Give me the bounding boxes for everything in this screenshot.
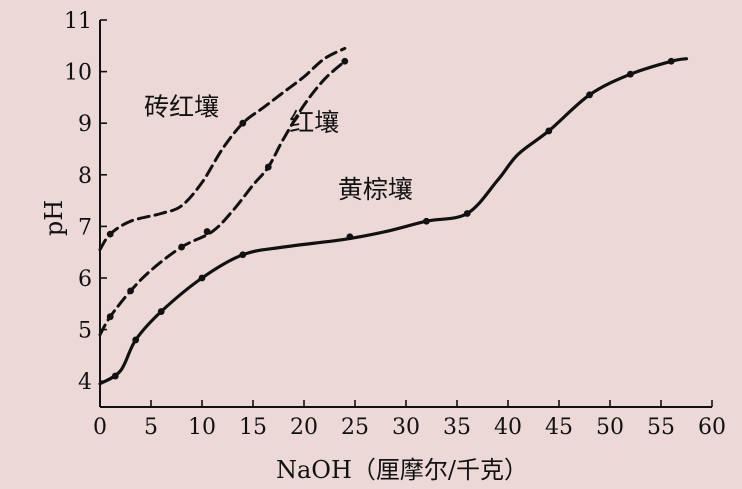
y-tick-label: 7 — [78, 215, 92, 240]
data-point — [239, 251, 247, 259]
data-point — [627, 70, 634, 78]
y-axis-title: pH — [40, 200, 68, 236]
x-tick-label: 60 — [698, 415, 726, 440]
data-point — [463, 210, 471, 217]
data-point — [198, 274, 206, 282]
x-tick-label: 30 — [392, 415, 420, 440]
series-layer — [98, 46, 689, 386]
series-line — [98, 46, 347, 252]
data-point — [111, 372, 119, 380]
data-point — [423, 217, 430, 225]
data-point — [667, 57, 675, 65]
y-tick-label: 11 — [64, 9, 92, 34]
x-tick-label: 15 — [239, 415, 267, 440]
series-label: 红壤 — [289, 108, 339, 137]
series-line — [98, 59, 347, 337]
y-tick-label: 8 — [78, 164, 92, 189]
y-tick-label: 4 — [78, 370, 92, 395]
data-point — [157, 308, 165, 315]
x-tick-label: 25 — [341, 415, 369, 440]
y-tick-label: 5 — [78, 319, 92, 344]
data-point — [586, 91, 593, 99]
data-point — [178, 243, 186, 251]
series-2 — [98, 57, 349, 337]
y-tick-label: 10 — [64, 61, 92, 86]
y-tick-label: 6 — [78, 267, 92, 292]
x-tick-label: 45 — [545, 415, 573, 440]
x-tick-label: 35 — [443, 415, 471, 440]
data-point — [106, 230, 114, 238]
data-point — [203, 228, 211, 235]
data-point — [106, 313, 114, 321]
data-point — [341, 57, 349, 65]
x-tick-label: 0 — [93, 415, 107, 440]
data-point — [346, 233, 354, 241]
x-tick-label: 55 — [647, 415, 675, 440]
x-tick-label: 20 — [290, 415, 318, 440]
x-tick-label: 5 — [144, 415, 158, 440]
x-axis-title: NaOH（厘摩尔/千克） — [276, 456, 528, 484]
y-ticks: 4 5 6 7 8 9 10 11 — [64, 9, 107, 395]
data-point — [264, 163, 272, 171]
x-tick-label: 40 — [494, 415, 522, 440]
series-label: 黄棕壤 — [338, 175, 413, 204]
data-point — [132, 336, 140, 344]
data-point — [127, 287, 134, 295]
series-line — [98, 57, 689, 386]
series-1 — [98, 46, 347, 252]
data-point — [239, 119, 247, 127]
series-3 — [98, 57, 689, 386]
y-tick-label: 9 — [78, 112, 92, 137]
x-tick-label: 10 — [188, 415, 216, 440]
x-tick-label: 50 — [596, 415, 624, 440]
x-ticks: 0 5 10 15 20 25 30 35 40 45 50 55 60 — [93, 400, 726, 440]
data-point — [545, 127, 553, 135]
series-label: 砖红壤 — [144, 92, 219, 121]
